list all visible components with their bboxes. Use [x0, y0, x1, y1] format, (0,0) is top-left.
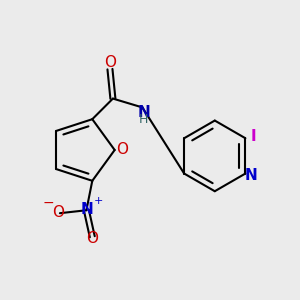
- Text: N: N: [80, 202, 93, 217]
- Text: +: +: [94, 196, 103, 206]
- Text: O: O: [52, 206, 64, 220]
- Text: N: N: [244, 167, 257, 182]
- Text: −: −: [42, 196, 54, 210]
- Text: I: I: [251, 129, 256, 144]
- Text: N: N: [137, 105, 150, 120]
- Text: O: O: [87, 231, 99, 246]
- Text: O: O: [104, 55, 116, 70]
- Text: H: H: [139, 113, 148, 126]
- Text: O: O: [116, 142, 128, 158]
